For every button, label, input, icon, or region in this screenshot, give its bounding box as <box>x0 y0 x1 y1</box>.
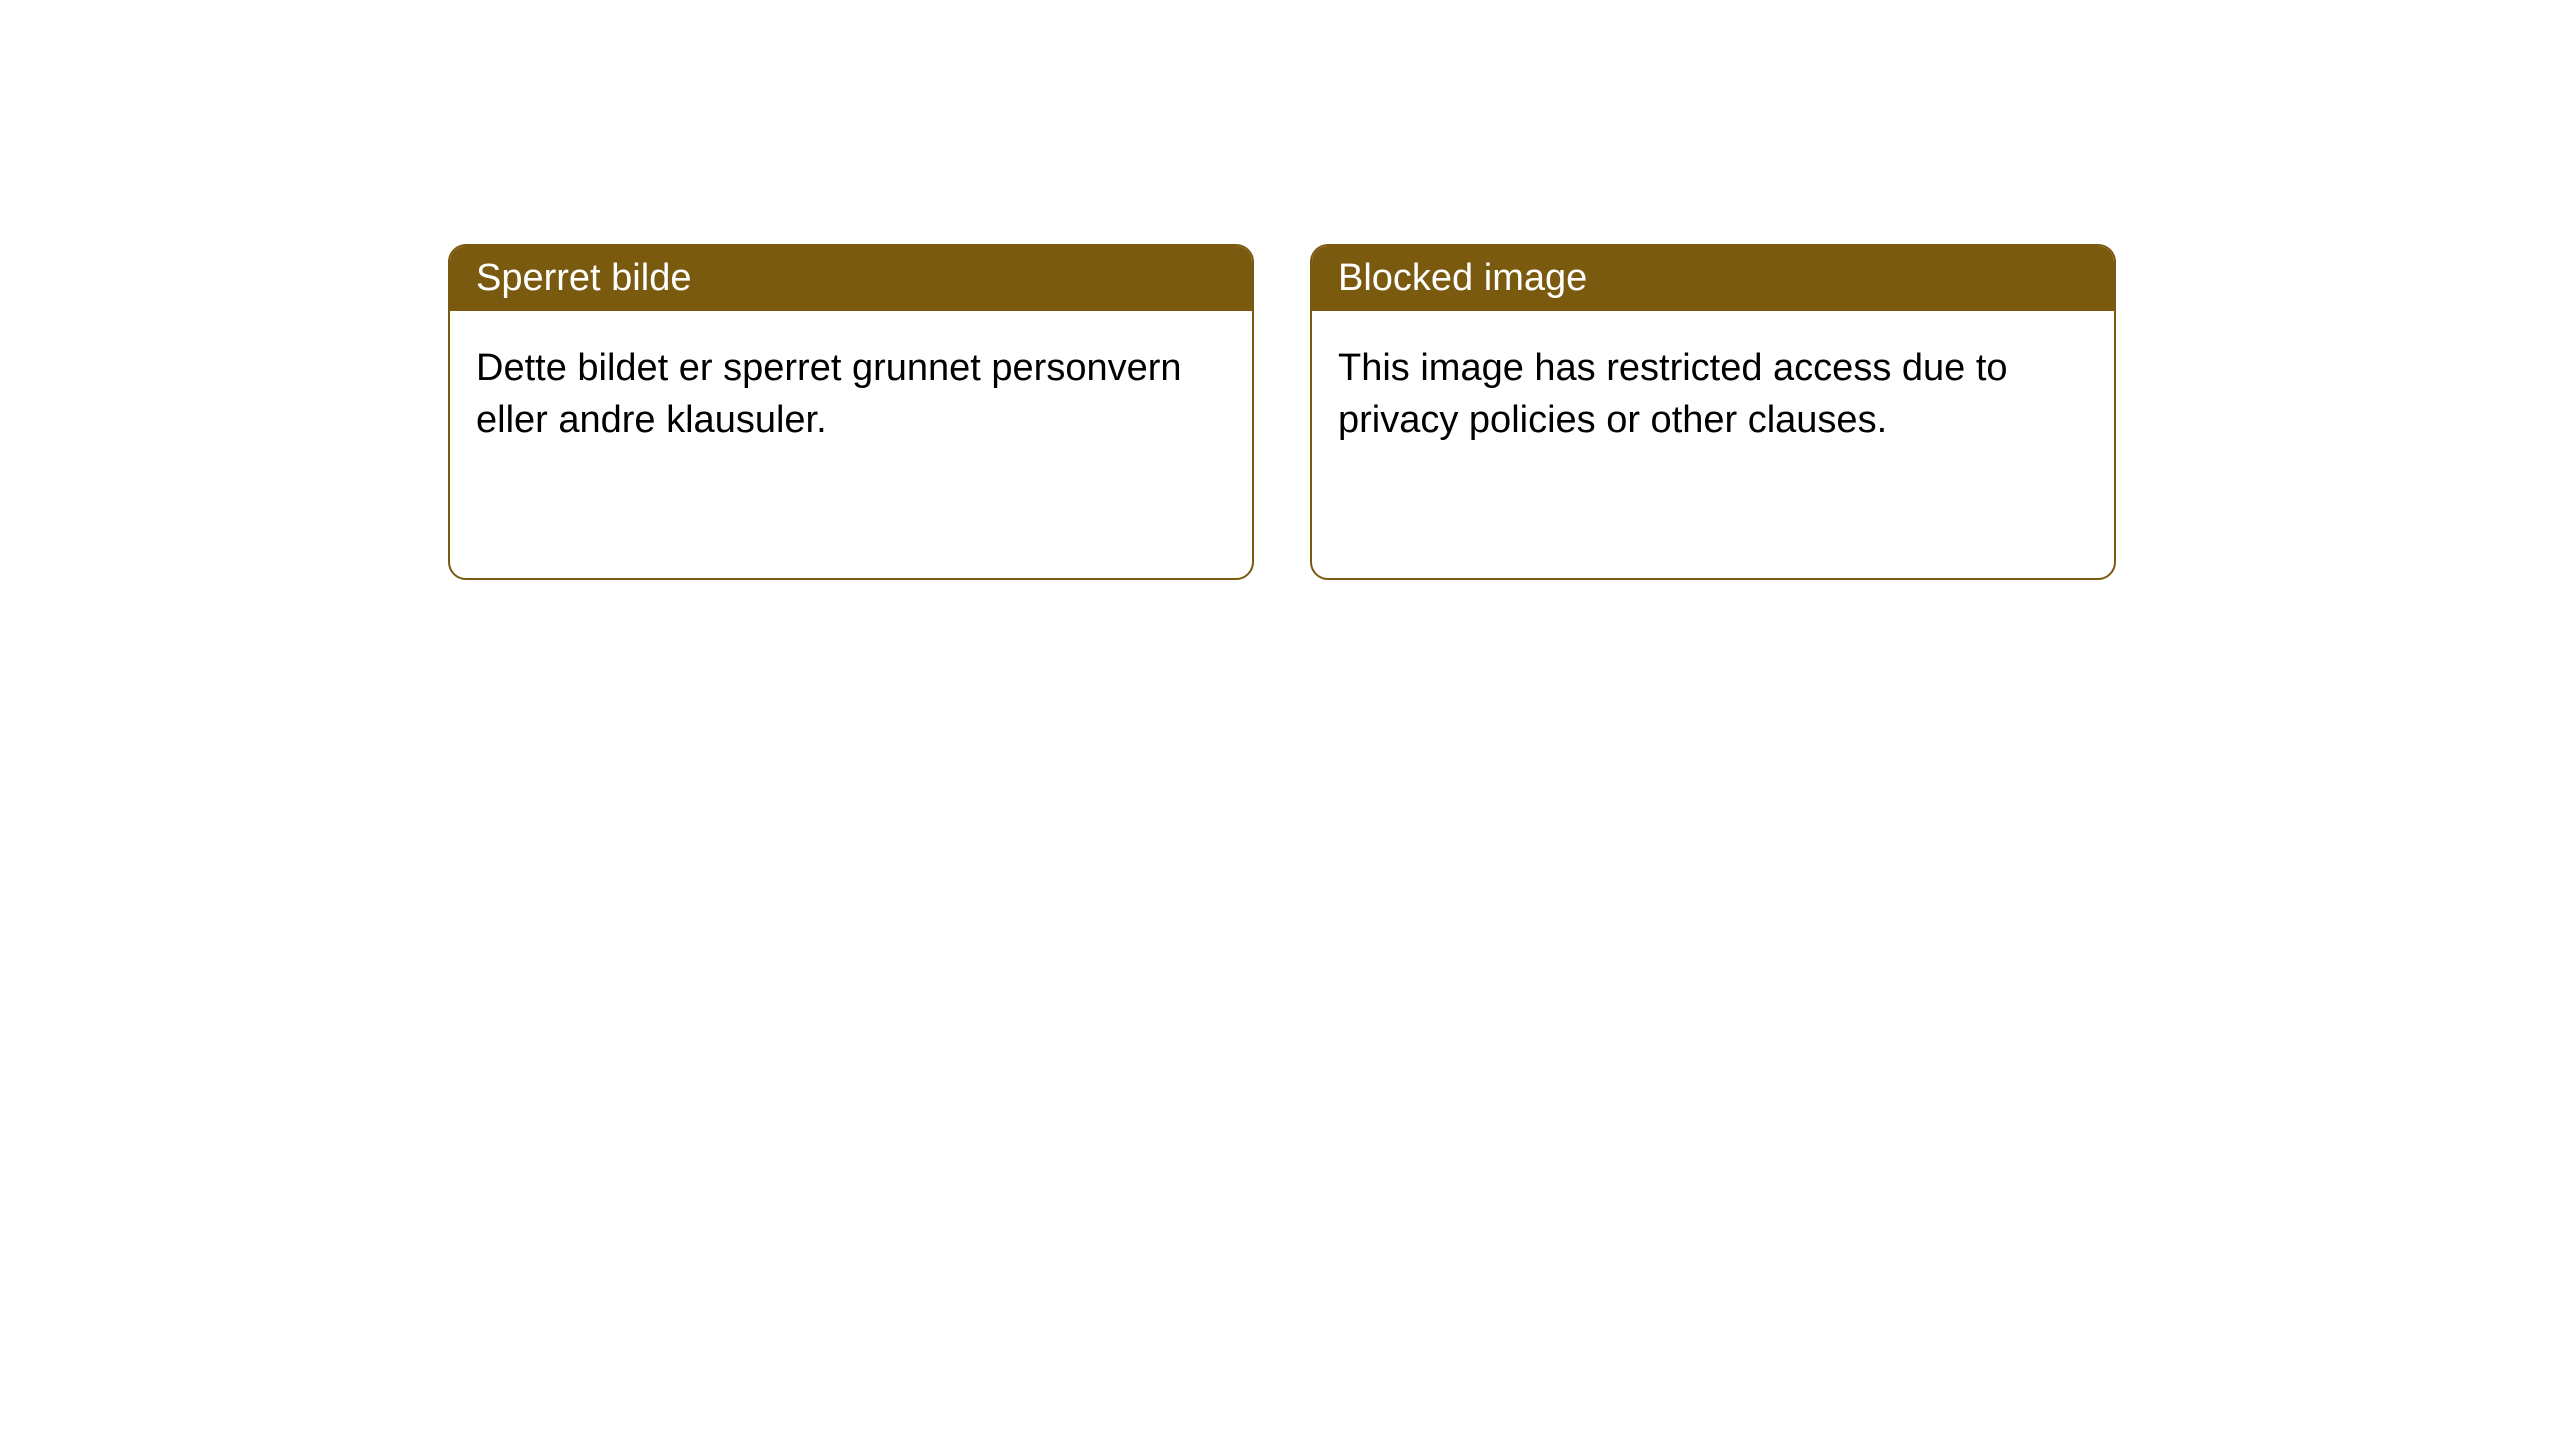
notice-container: Sperret bilde Dette bildet er sperret gr… <box>448 244 2116 580</box>
notice-text-english: This image has restricted access due to … <box>1338 347 2008 440</box>
notice-header-english: Blocked image <box>1312 246 2114 311</box>
notice-text-norwegian: Dette bildet er sperret grunnet personve… <box>476 347 1182 440</box>
notice-title-english: Blocked image <box>1338 257 1587 299</box>
notice-body-english: This image has restricted access due to … <box>1312 311 2114 478</box>
notice-card-english: Blocked image This image has restricted … <box>1310 244 2116 580</box>
notice-header-norwegian: Sperret bilde <box>450 246 1252 311</box>
notice-card-norwegian: Sperret bilde Dette bildet er sperret gr… <box>448 244 1254 580</box>
notice-body-norwegian: Dette bildet er sperret grunnet personve… <box>450 311 1252 478</box>
notice-title-norwegian: Sperret bilde <box>476 257 691 299</box>
